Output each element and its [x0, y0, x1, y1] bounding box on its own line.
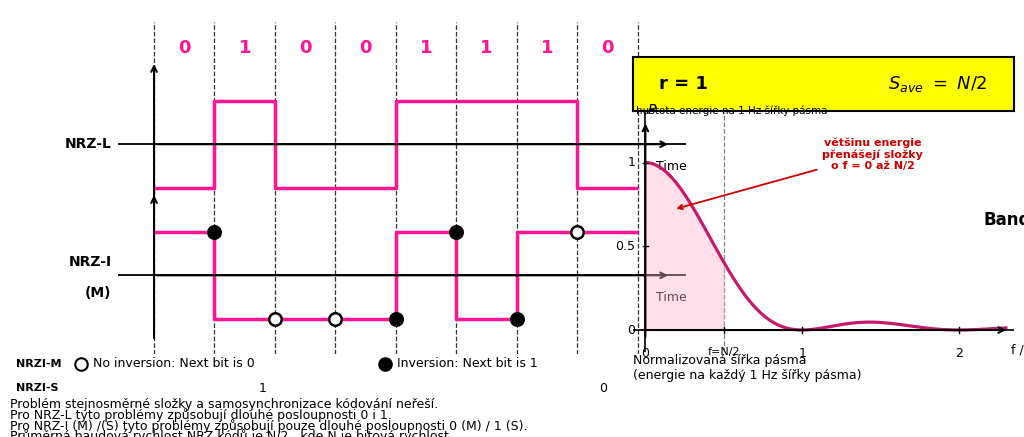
Text: 1: 1 — [258, 382, 266, 395]
Text: Time: Time — [655, 291, 686, 304]
Text: hustota energie na 1 Hz šířky pásma: hustota energie na 1 Hz šířky pásma — [636, 105, 827, 116]
Text: Pro NRZ-L tyto problémy způsobují dlouhé posloupnosti 0 i 1.: Pro NRZ-L tyto problémy způsobují dlouhé… — [10, 408, 392, 422]
Text: Problém stejnosměrné složky a samosynchronizace kódování neřeší.: Problém stejnosměrné složky a samosynchr… — [10, 398, 438, 411]
Text: 0: 0 — [178, 39, 190, 57]
Text: (M): (M) — [85, 286, 112, 300]
Text: Průměrná baudová rychlost NRZ kódů je N/2,  kde N je bitová rychlost: Průměrná baudová rychlost NRZ kódů je N/… — [10, 430, 450, 437]
Text: Inversion: Next bit is 1: Inversion: Next bit is 1 — [397, 357, 538, 370]
Text: 2: 2 — [955, 347, 963, 360]
Text: r = 1: r = 1 — [659, 75, 709, 93]
Text: většinu energie
přenášejí složky
o f = 0 až N/2: většinu energie přenášejí složky o f = 0… — [678, 137, 923, 209]
Text: $S_{ave}\ =\ N/2$: $S_{ave}\ =\ N/2$ — [888, 74, 987, 94]
Text: NRZ-L: NRZ-L — [65, 137, 112, 151]
Text: Time: Time — [655, 160, 686, 173]
Text: 1: 1 — [239, 39, 251, 57]
Text: 1: 1 — [628, 156, 635, 169]
Text: 0: 0 — [601, 39, 613, 57]
Text: 0: 0 — [599, 382, 607, 395]
Text: 0: 0 — [641, 347, 649, 360]
Text: 1: 1 — [798, 347, 806, 360]
Text: 1: 1 — [480, 39, 493, 57]
Text: f /N: f /N — [1011, 343, 1024, 357]
Text: Bandwidth: Bandwidth — [983, 211, 1024, 229]
Text: 0: 0 — [627, 323, 635, 336]
Text: 0: 0 — [359, 39, 372, 57]
Text: P: P — [648, 103, 656, 117]
Text: No inversion: Next bit is 0: No inversion: Next bit is 0 — [93, 357, 255, 370]
Text: 1: 1 — [541, 39, 553, 57]
Text: Pro NRZ-I (M) /(S) tyto problémy způsobují pouze dlouhé posloupnosti 0 (M) / 1 (: Pro NRZ-I (M) /(S) tyto problémy způsobu… — [10, 419, 527, 433]
Text: 0.5: 0.5 — [615, 240, 635, 253]
Text: 1: 1 — [420, 39, 432, 57]
Text: NRZ-I: NRZ-I — [69, 255, 112, 269]
Text: f=N/2: f=N/2 — [708, 347, 740, 357]
Text: NRZI-S: NRZI-S — [16, 383, 59, 393]
Text: 0: 0 — [299, 39, 311, 57]
Text: NRZI-M: NRZI-M — [16, 359, 61, 368]
Text: Normalizovaná šířka pásma
(energie na každý 1 Hz šířky pásma): Normalizovaná šířka pásma (energie na ka… — [633, 354, 861, 382]
